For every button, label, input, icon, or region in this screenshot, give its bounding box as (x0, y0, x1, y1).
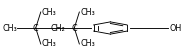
Text: CH₂: CH₂ (50, 24, 65, 32)
Text: C: C (72, 24, 77, 32)
Text: CH₃: CH₃ (80, 39, 95, 48)
Text: OH: OH (169, 24, 181, 32)
Text: CH₃: CH₃ (42, 8, 56, 17)
Text: CH₃: CH₃ (42, 39, 56, 48)
Text: CH₃: CH₃ (80, 8, 95, 17)
Text: CH₃: CH₃ (3, 24, 17, 32)
Text: C: C (33, 24, 38, 32)
